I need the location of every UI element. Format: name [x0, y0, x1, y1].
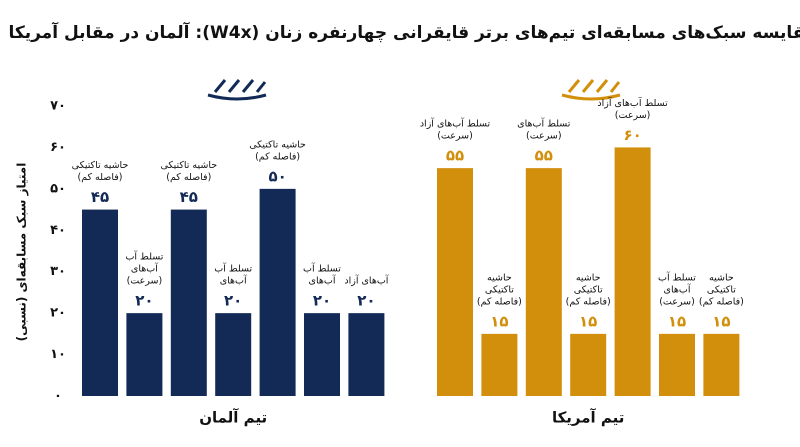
bar-label: تسلط آب	[125, 250, 163, 263]
value-label: ۱۵	[490, 312, 508, 330]
y-tick-label: ۷۰	[50, 99, 66, 114]
bar-label: (سرعت)	[615, 110, 651, 121]
bar	[703, 333, 740, 396]
value-label: ۴۵	[91, 188, 109, 206]
bar-label: (سرعت)	[127, 276, 163, 287]
bar-label: (فاصله کم)	[699, 296, 744, 307]
bar-label: حاشیه تاکتیکی	[72, 160, 129, 171]
bar-label: (فاصله کم)	[477, 296, 522, 307]
y-tick-label: ۴۰	[50, 223, 66, 238]
value-label: ۲۰	[313, 292, 331, 310]
bar	[170, 209, 207, 396]
y-tick-label: ۲۰	[50, 306, 66, 321]
value-label: ۱۵	[712, 312, 730, 330]
value-label: ۴۵	[180, 188, 198, 206]
bar-label: (سرعت)	[659, 296, 695, 307]
y-tick-label: ۰	[54, 389, 62, 404]
value-label: ۱۵	[579, 312, 597, 330]
y-tick-label: ۱۰	[50, 347, 66, 362]
bar-label: تاکتیکی	[485, 284, 514, 295]
value-label: ۵۰	[268, 167, 286, 185]
bar-label: تاکتیکی	[574, 284, 603, 295]
bar-label: آب‌های	[131, 262, 158, 275]
bar	[82, 209, 118, 396]
value-label: ۲۰	[224, 292, 242, 310]
bar-label: حاشیه	[709, 272, 734, 283]
group-label: تیم آمریکا	[552, 409, 625, 427]
chart-title: مقایسه سبک‌های مسابقه‌ای تیم‌های برتر قا…	[8, 21, 800, 43]
value-label: ۱۵	[668, 312, 686, 330]
bar-label: (فاصله کم)	[166, 172, 211, 183]
bar-label: حاشیه	[487, 272, 512, 283]
value-label: ۲۰	[135, 292, 153, 310]
y-tick-label: ۳۰	[50, 264, 66, 279]
bar-label: حاشیه تاکتیکی	[249, 139, 306, 150]
bar-label: تسلط آب	[214, 262, 252, 275]
bar-label: (فاصله کم)	[77, 172, 122, 183]
bar-label: آب‌های	[220, 274, 247, 287]
bar	[215, 313, 252, 396]
bar-label: (فاصله کم)	[566, 296, 611, 307]
bar-label: تسلط آب	[658, 270, 696, 283]
bar-label: تسلط آب‌های	[517, 117, 571, 130]
bar-label: تسلط آب	[303, 262, 341, 275]
bar	[481, 333, 518, 396]
bar	[304, 313, 340, 396]
bar-label: تسلط آب‌های آزاد	[597, 96, 668, 109]
bar	[614, 147, 651, 396]
y-tick-label: ۶۰	[50, 140, 66, 155]
value-label: ۶۰	[623, 126, 641, 144]
value-label: ۲۰	[357, 292, 375, 310]
bar	[659, 333, 695, 396]
bar-label: تاکتیکی	[707, 284, 736, 295]
bar	[126, 313, 163, 396]
y-tick-label: ۵۰	[50, 181, 66, 196]
bar-label: حاشیه	[576, 272, 601, 283]
bar-label: (فاصله کم)	[255, 151, 300, 162]
y-axis-label: امتیاز سبک مسابقه‌ای (نسبی)	[15, 163, 29, 342]
rowing-icon	[561, 79, 621, 101]
bar-label: آب‌های آزاد	[344, 274, 388, 287]
bar-label: آب‌های	[309, 274, 336, 287]
bar-label: (سرعت)	[526, 131, 562, 142]
bar	[348, 313, 385, 396]
bar	[259, 188, 296, 396]
bar	[437, 168, 473, 396]
bar-label: تسلط آب‌های آزاد	[420, 117, 491, 130]
bar	[525, 168, 562, 396]
group-label: تیم آلمان	[199, 409, 267, 427]
value-label: ۵۵	[446, 147, 464, 165]
bar	[570, 333, 607, 396]
bar-label: حاشیه تاکتیکی	[160, 160, 217, 171]
value-label: ۵۵	[535, 147, 553, 165]
bar-label: آب‌های	[664, 282, 691, 295]
bar-label: (سرعت)	[437, 131, 473, 142]
rowing-icon	[207, 79, 267, 101]
